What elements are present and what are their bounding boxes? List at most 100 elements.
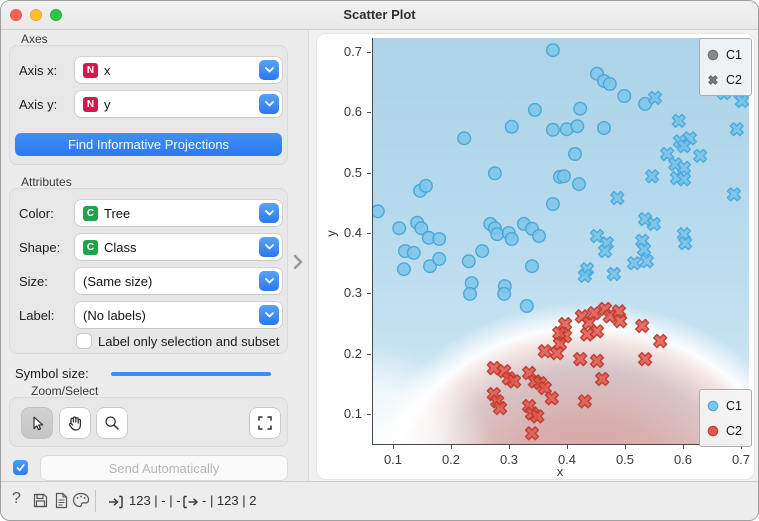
data-point[interactable] — [637, 252, 656, 271]
minimize-button[interactable] — [30, 9, 42, 21]
data-point[interactable] — [633, 316, 652, 335]
data-point[interactable] — [573, 101, 588, 116]
data-point[interactable] — [462, 286, 477, 301]
data-point[interactable] — [577, 325, 596, 344]
label-only-selection-checkbox[interactable] — [77, 334, 91, 348]
data-point[interactable] — [392, 221, 407, 236]
data-point[interactable] — [724, 185, 743, 204]
data-point[interactable] — [669, 111, 688, 130]
data-point[interactable] — [571, 177, 586, 192]
data-point[interactable] — [587, 351, 606, 370]
data-point[interactable] — [497, 286, 512, 301]
label-combobox[interactable]: (No labels) — [75, 302, 282, 328]
data-point[interactable] — [519, 299, 534, 314]
data-point[interactable] — [457, 131, 472, 146]
data-point[interactable] — [522, 424, 541, 443]
data-point[interactable] — [504, 231, 519, 246]
palette-icon[interactable] — [72, 492, 90, 509]
data-point[interactable] — [584, 304, 603, 323]
data-point[interactable] — [504, 372, 523, 391]
data-point[interactable] — [432, 231, 447, 246]
find-informative-projections-button[interactable]: Find Informative Projections — [15, 133, 282, 156]
data-point[interactable] — [635, 349, 654, 368]
reset-zoom-button[interactable] — [250, 408, 280, 438]
data-point[interactable] — [570, 119, 585, 134]
data-point[interactable] — [691, 146, 710, 165]
color-combobox[interactable]: C Tree — [75, 200, 282, 226]
shape-legend[interactable]: C1 C2 — [699, 38, 752, 96]
chevron-down-icon[interactable] — [259, 203, 279, 223]
data-point[interactable] — [524, 259, 539, 274]
data-point[interactable] — [423, 259, 438, 274]
data-point[interactable] — [567, 146, 582, 161]
shape-combobox[interactable]: C Class — [75, 234, 282, 260]
scatter-canvas[interactable] — [373, 38, 749, 445]
collapse-panel-handle[interactable] — [292, 253, 304, 276]
chevron-down-icon[interactable] — [259, 271, 279, 291]
data-point[interactable] — [604, 264, 623, 283]
data-point[interactable] — [504, 119, 519, 134]
data-point[interactable] — [602, 77, 617, 92]
data-point[interactable] — [571, 349, 590, 368]
close-button[interactable] — [10, 9, 22, 21]
select-tool-button[interactable] — [22, 408, 52, 438]
size-combobox[interactable]: (Same size) — [75, 268, 282, 294]
pan-tool-button[interactable] — [60, 408, 90, 438]
data-point[interactable] — [556, 169, 571, 184]
data-point[interactable] — [545, 122, 560, 137]
data-point[interactable] — [644, 214, 663, 233]
data-point[interactable] — [674, 136, 693, 155]
chevron-down-icon[interactable] — [259, 94, 279, 114]
send-automatically-checkbox[interactable] — [13, 460, 28, 475]
data-point[interactable] — [596, 120, 611, 135]
plot-region[interactable] — [372, 38, 749, 445]
data-point[interactable] — [617, 89, 632, 104]
data-point[interactable] — [396, 262, 411, 277]
axis-x-combobox[interactable]: N x — [75, 57, 282, 83]
data-point[interactable] — [545, 43, 560, 58]
data-point[interactable] — [676, 234, 695, 253]
data-point[interactable] — [651, 331, 670, 350]
data-point[interactable] — [575, 266, 594, 285]
data-point[interactable] — [531, 228, 546, 243]
data-point[interactable] — [595, 241, 614, 260]
data-point[interactable] — [674, 170, 693, 189]
save-icon[interactable] — [32, 492, 49, 509]
data-point[interactable] — [490, 227, 505, 242]
data-point[interactable] — [608, 188, 627, 207]
data-point[interactable] — [575, 392, 594, 411]
chevron-down-icon[interactable] — [259, 60, 279, 80]
report-icon[interactable] — [53, 492, 70, 509]
data-point[interactable] — [484, 358, 503, 377]
data-point[interactable] — [527, 102, 542, 117]
color-legend[interactable]: C1 C2 — [699, 389, 752, 447]
axis-y-combobox[interactable]: N y — [75, 91, 282, 117]
data-point[interactable] — [418, 178, 433, 193]
data-point[interactable] — [461, 254, 476, 269]
data-point[interactable] — [645, 88, 664, 107]
help-icon[interactable]: ? — [12, 490, 21, 507]
data-point[interactable] — [634, 240, 653, 259]
data-point[interactable] — [642, 167, 661, 186]
data-point[interactable] — [414, 221, 429, 236]
titlebar[interactable]: Scatter Plot — [1, 1, 758, 30]
data-point[interactable] — [624, 254, 643, 273]
data-point[interactable] — [611, 311, 630, 330]
chevron-down-icon[interactable] — [259, 237, 279, 257]
send-automatically-button[interactable]: Send Automatically — [41, 456, 287, 480]
data-point[interactable] — [432, 251, 447, 266]
data-point[interactable] — [373, 204, 385, 219]
data-point[interactable] — [490, 398, 509, 417]
data-point[interactable] — [528, 407, 547, 426]
chevron-down-icon[interactable] — [259, 305, 279, 325]
data-point[interactable] — [542, 389, 561, 408]
symbol-size-slider[interactable] — [111, 372, 271, 376]
data-point[interactable] — [547, 343, 566, 362]
zoom-tool-button[interactable] — [97, 408, 127, 438]
data-point[interactable] — [727, 120, 746, 139]
data-point[interactable] — [593, 369, 612, 388]
data-point[interactable] — [406, 245, 421, 260]
data-point[interactable] — [545, 196, 560, 211]
data-point[interactable] — [475, 244, 490, 259]
data-point[interactable] — [535, 342, 554, 361]
